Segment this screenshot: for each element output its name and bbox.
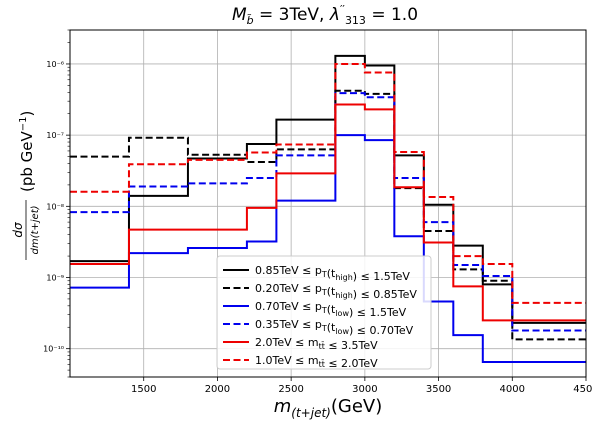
- y-tick-label: 10⁻⁹: [46, 273, 64, 282]
- y-tick-label: 10⁻¹⁰: [43, 345, 64, 354]
- svg-text:(pb GeV−1): (pb GeV−1): [18, 111, 36, 192]
- y-tick-label: 10⁻⁷: [46, 131, 64, 140]
- legend-entry-5: 2.0TeV ≤ mtt̄ ≤ 3.5TeV: [223, 336, 378, 352]
- legend-box: [216, 255, 432, 370]
- legend-entry-2: 0.20TeV ≤ pT(thigh) ≤ 0.85TeV: [223, 282, 417, 301]
- legend-label: 0.35TeV ≤ pT(tlow) ≤ 0.70TeV: [255, 318, 414, 337]
- legend-entry-4: 0.35TeV ≤ pT(tlow) ≤ 0.70TeV: [223, 318, 414, 337]
- y-tick-label: 10⁻⁶: [46, 60, 64, 69]
- axis-ticks: 1500 2000 2500 3000 3500 4000 4500 10⁻¹⁰ 10⁻⁹ 10⁻…: [43, 29, 593, 395]
- legend-label: 1.0TeV ≤ mtt̄ ≤ 2.0TeV: [255, 354, 378, 370]
- x-tick-label: 3000: [352, 384, 377, 395]
- legend-label: 2.0TeV ≤ mtt̄ ≤ 3.5TeV: [255, 336, 378, 352]
- y-axis-label: dσ dm(t+jet) (pb GeV−1): [11, 111, 41, 260]
- legend-entry-6: 1.0TeV ≤ mtt̄ ≤ 2.0TeV: [223, 354, 378, 370]
- x-tick-label: 3500: [426, 384, 451, 395]
- x-tick-label: 1500: [131, 384, 156, 395]
- legend-entry-3: 0.70TeV ≤ pT(tlow) ≤ 1.5TeV: [223, 300, 407, 319]
- x-tick-label: 4500: [573, 384, 593, 395]
- x-axis-label: m(t+jet)(GeV): [274, 396, 382, 420]
- legend-label: 0.20TeV ≤ pT(thigh) ≤ 0.85TeV: [255, 282, 417, 301]
- svg-text:dm(t+jet): dm(t+jet): [30, 205, 41, 254]
- y-tick-label: 10⁻⁸: [46, 202, 64, 211]
- legend-label: 0.70TeV ≤ pT(tlow) ≤ 1.5TeV: [255, 300, 407, 319]
- series-line-1: [70, 54, 586, 324]
- series-line-4: [70, 92, 586, 332]
- legend-entry-1: 0.85TeV ≤ pT(thigh) ≤ 1.5TeV: [223, 264, 410, 283]
- svg-text:dσ: dσ: [11, 222, 25, 238]
- series-line-6: [70, 62, 586, 304]
- chart-title: Mb̃ = 3TeV, λ′′313 = 1.0: [232, 3, 418, 27]
- series-line-5: [70, 103, 586, 322]
- x-tick-label: 2500: [278, 384, 303, 395]
- series-line-3: [70, 134, 586, 363]
- series-group: [70, 54, 586, 363]
- x-tick-label: 4000: [500, 384, 525, 395]
- plot-frame: [69, 29, 587, 378]
- legend-label: 0.85TeV ≤ pT(thigh) ≤ 1.5TeV: [255, 264, 410, 283]
- x-tick-label: 2000: [205, 384, 230, 395]
